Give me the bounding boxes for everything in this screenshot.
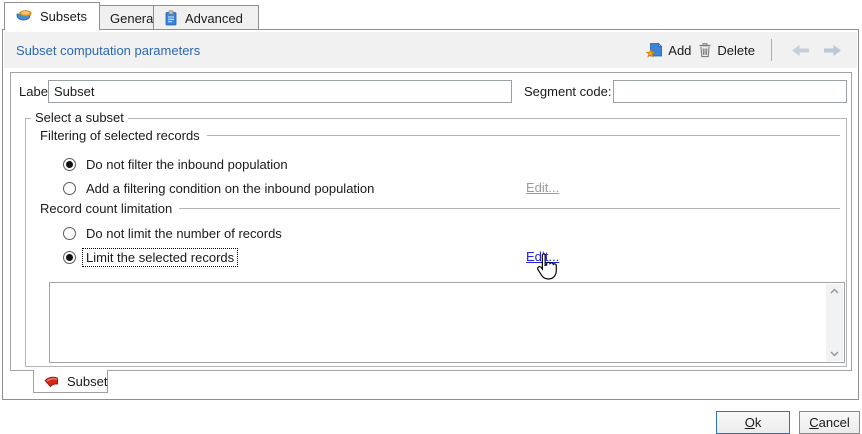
edit-limit-link[interactable]: Edit... <box>526 249 560 264</box>
limitation-memo-box[interactable] <box>49 282 845 363</box>
edit-filter-link[interactable]: Edit... <box>526 180 560 195</box>
scrollbar-down-icon[interactable] <box>830 351 839 357</box>
add-icon <box>646 42 663 58</box>
delete-button-label: Delete <box>717 42 755 58</box>
radio-limit-selected-records-label[interactable]: Limit the selected records <box>82 247 239 267</box>
ok-button-mnemonic: O <box>744 415 755 430</box>
tab-general[interactable]: General <box>99 5 157 30</box>
radio-do-not-filter[interactable]: Do not filter the inbound population <box>63 156 292 172</box>
section-filtering-title: Filtering of selected records <box>40 128 200 143</box>
label-input[interactable] <box>48 80 512 103</box>
tab-advanced[interactable]: Advanced <box>153 5 259 30</box>
cancel-button-label: ancel <box>818 415 850 430</box>
vertical-scrollbar[interactable] <box>826 284 843 361</box>
radio-do-not-limit[interactable]: Do not limit the number of records <box>63 225 286 241</box>
select-subset-groupbox: Filtering of selected records Do not fil… <box>25 118 847 367</box>
radio-button-icon[interactable] <box>63 250 76 264</box>
section-rule <box>179 208 840 209</box>
pie-slice-icon <box>43 375 60 388</box>
tab-subsets-label: Subsets <box>40 9 87 24</box>
radio-button-icon[interactable] <box>63 226 76 240</box>
database-icon <box>15 9 33 25</box>
cancel-button-mnemonic: C <box>809 415 819 430</box>
trash-icon <box>698 42 712 58</box>
section-rule <box>206 135 840 136</box>
arrow-right-icon <box>823 44 842 57</box>
radio-do-not-limit-label[interactable]: Do not limit the number of records <box>86 225 282 241</box>
section-record-count-title: Record count limitation <box>40 201 173 216</box>
ok-button-label: k <box>754 415 762 430</box>
label-field-label: Label: <box>19 84 55 99</box>
arrow-left-icon <box>791 44 810 57</box>
next-button[interactable] <box>820 42 845 59</box>
page-title: Subset computation parameters <box>16 42 201 58</box>
segment-code-input[interactable] <box>613 80 847 103</box>
toolbar-separator <box>771 39 772 61</box>
group-title: Select a subset <box>31 110 128 125</box>
radio-add-filtering-condition-label[interactable]: Add a filtering condition on the inbound… <box>86 180 375 196</box>
radio-button-icon[interactable] <box>63 157 76 171</box>
section-filtering: Filtering of selected records <box>40 128 840 143</box>
previous-button[interactable] <box>788 42 813 59</box>
radio-button-icon[interactable] <box>63 181 76 195</box>
delete-button[interactable]: Delete <box>698 42 755 58</box>
radio-limit-selected-records[interactable]: Limit the selected records <box>63 247 239 267</box>
radio-add-filtering-condition[interactable]: Add a filtering condition on the inbound… <box>63 180 378 196</box>
add-button-label: Add <box>668 42 692 58</box>
clipboard-icon <box>164 10 178 26</box>
tab-subsets[interactable]: Subsets <box>4 2 100 30</box>
toolbar-actions: Add Delete <box>646 39 845 61</box>
subset-bottom-tab[interactable]: Subset <box>33 370 108 393</box>
section-record-count: Record count limitation <box>40 201 840 216</box>
scrollbar-up-icon[interactable] <box>830 288 839 294</box>
add-button[interactable]: Add <box>646 42 691 58</box>
segment-code-label: Segment code: <box>524 84 612 99</box>
form-panel: Label: Segment code: Filtering of select… <box>10 72 852 371</box>
tab-advanced-label: Advanced <box>185 10 243 26</box>
toolbar: Subset computation parameters Add <box>4 32 857 68</box>
tab-general-label: General <box>110 10 157 26</box>
subset-bottom-tab-label: Subset <box>67 373 108 389</box>
radio-do-not-filter-label[interactable]: Do not filter the inbound population <box>86 156 288 172</box>
